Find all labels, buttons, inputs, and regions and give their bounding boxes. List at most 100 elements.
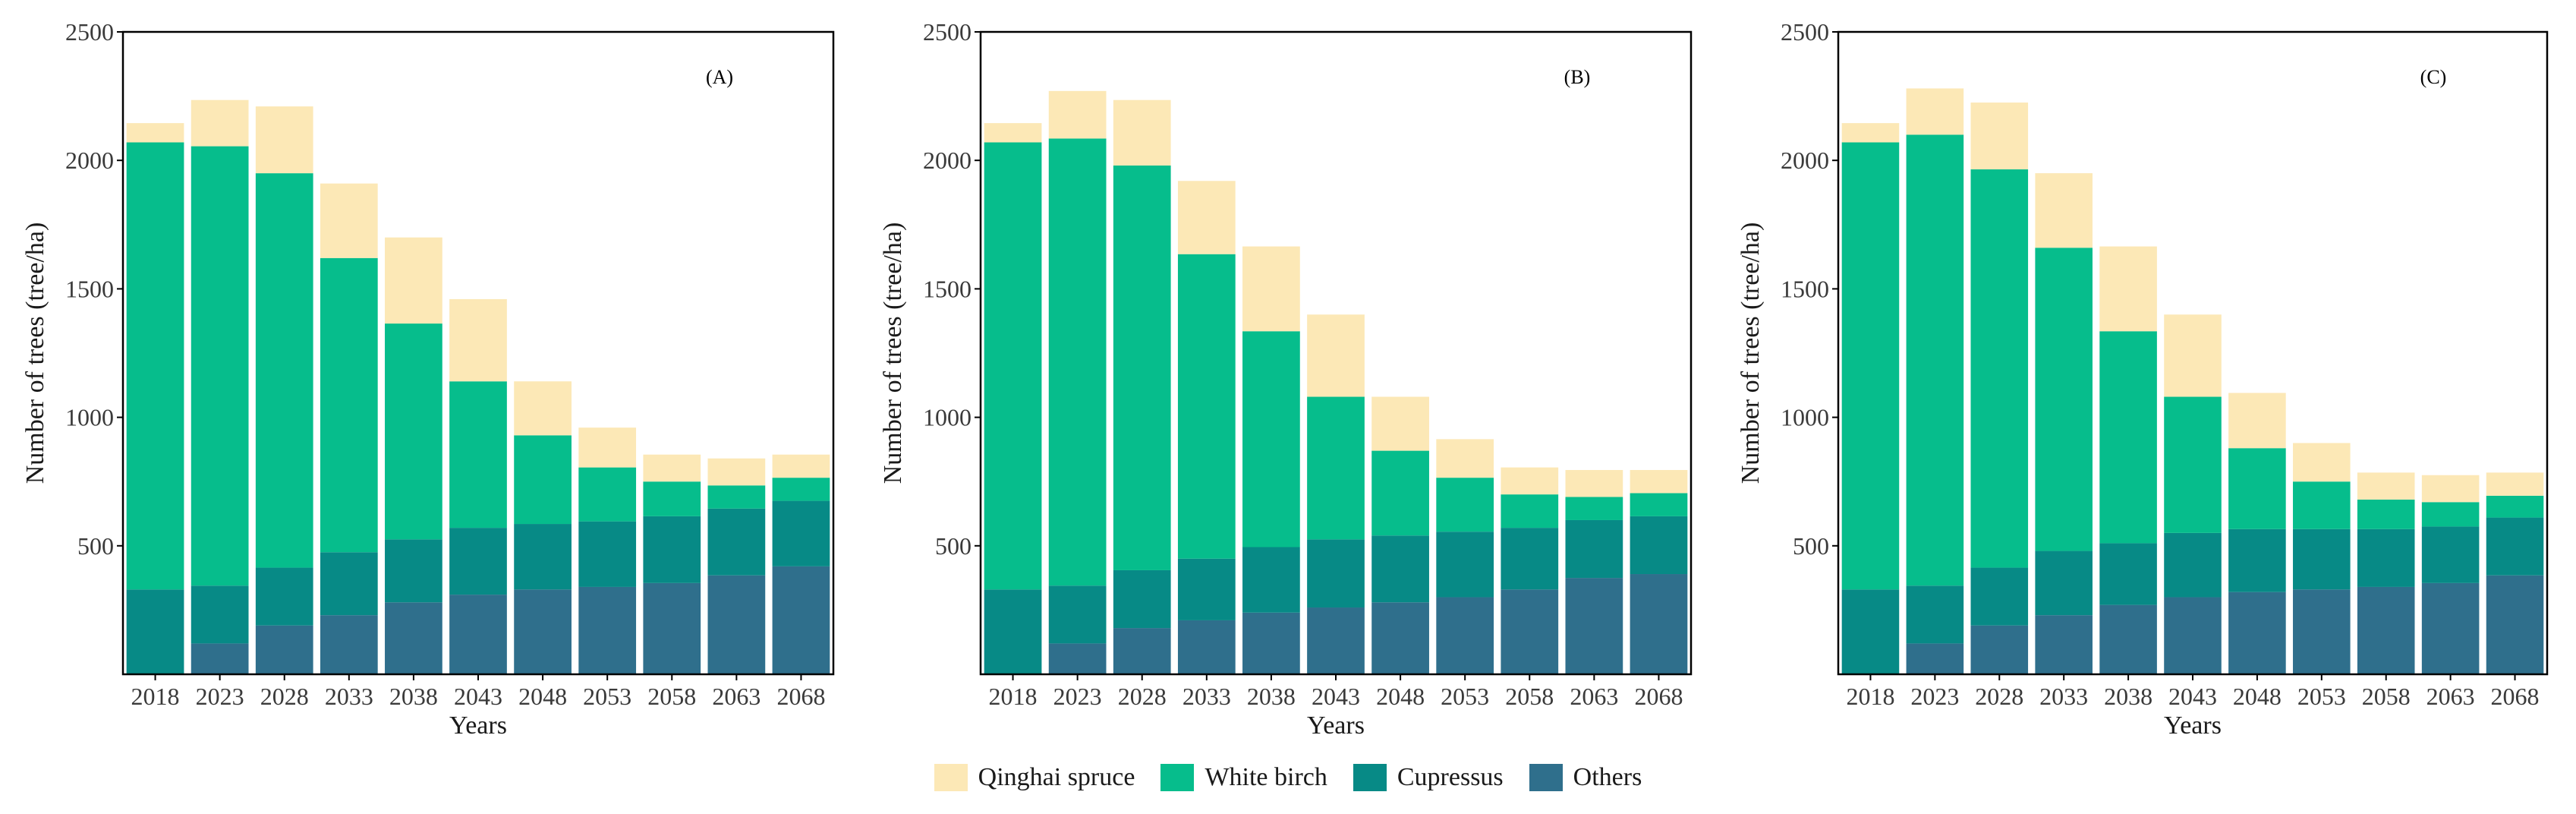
panel-c-y-axis-label: Number of trees (tree/ha): [1737, 222, 1765, 484]
panel-c-y-tick-label: 1000: [1781, 404, 1829, 431]
panel-b-y-axis-label: Number of trees (tree/ha): [879, 222, 907, 484]
panel-a-bar-white-birch-2043: [449, 381, 507, 528]
panel-c-bar-others-2068: [2486, 575, 2544, 674]
panel-a-bar-qinghai-spruce-2038: [385, 237, 442, 324]
panel-a-bar-cupressus-2068: [772, 500, 830, 566]
legend-item-cupressus: Cupressus: [1353, 763, 1504, 792]
panel-c-bar-others-2033: [2035, 615, 2093, 674]
panel-c-bar-white-birch-2063: [2421, 502, 2480, 527]
panel-c-bar-others-2058: [2357, 586, 2415, 674]
panel-a-bar-cupressus-2048: [514, 524, 572, 590]
panel-a-bar-white-birch-2028: [255, 173, 313, 568]
panel-b-bar-cupressus-2043: [1307, 539, 1365, 608]
panel-a-bar-white-birch-2038: [385, 323, 442, 540]
panel-a-y-axis-label: Number of trees (tree/ha): [21, 222, 49, 484]
panel-c-y-tick-label: 2500: [1781, 18, 1829, 46]
panel-a-x-tick-label: 2058: [647, 683, 696, 710]
panel-c-plot-frame: [1837, 30, 2549, 676]
panel-b-bar-white-birch-2028: [1113, 165, 1171, 570]
panel-b-x-tick-label: 2058: [1505, 683, 1554, 710]
panel-b-bar-cupressus-2058: [1501, 528, 1559, 590]
panel-a-bar-cupressus-2023: [191, 585, 249, 644]
panel-b-bar-cupressus-2038: [1242, 547, 1300, 613]
panel-c-x-tick-label: 2018: [1846, 683, 1894, 710]
panel-a-bar-white-birch-2023: [191, 146, 249, 586]
panel-b-bar-white-birch-2048: [1371, 450, 1429, 536]
legend: Qinghai spruce White birch Cupressus Oth…: [0, 756, 2576, 799]
legend-swatch-cupressus: [1353, 764, 1387, 791]
legend-swatch-others: [1529, 764, 1563, 791]
panel-c-y-tick-label: 1500: [1781, 275, 1829, 302]
panel-b-y-tick-label: 500: [935, 532, 972, 560]
panel-b-y-tick-label: 2500: [923, 18, 972, 46]
legend-label-cupressus: Cupressus: [1397, 763, 1504, 791]
panel-b-bar-qinghai-spruce-2023: [1048, 90, 1107, 139]
panel-c-bar-others-2048: [2228, 592, 2286, 674]
panel-a-x-tick-label: 2033: [325, 683, 373, 710]
panel-b-bar-white-birch-2053: [1436, 478, 1494, 532]
panel-c-bar-cupressus-2033: [2035, 551, 2093, 616]
panel-b-bar-white-birch-2018: [984, 142, 1042, 590]
panel-b-bar-white-birch-2063: [1565, 497, 1623, 520]
panel-a-bar-qinghai-spruce-2023: [191, 99, 249, 147]
panel-b-bar-others-2053: [1436, 597, 1494, 674]
panel-c-bar-qinghai-spruce-2068: [2486, 472, 2544, 496]
panel-b-bar-qinghai-spruce-2028: [1113, 99, 1171, 166]
panel-b-x-tick-label: 2068: [1634, 683, 1683, 710]
panel-b-bar-qinghai-spruce-2018: [984, 123, 1042, 143]
panel-c-bar-qinghai-spruce-2043: [2164, 314, 2222, 397]
panel-b-bar-qinghai-spruce-2063: [1565, 469, 1623, 497]
panel-a-bar-qinghai-spruce-2068: [772, 454, 830, 478]
panel-b-y-tick-label: 1500: [923, 275, 972, 302]
panel-c-x-tick-label: 2068: [2491, 683, 2540, 710]
panel-a-bar-others-2058: [643, 582, 701, 674]
panel-c-bar-others-2053: [2293, 589, 2351, 674]
panel-c-bar-white-birch-2058: [2357, 499, 2415, 529]
panel-b-bar-others-2038: [1242, 612, 1300, 674]
panel-a-y-tick-label: 500: [77, 532, 114, 560]
panel-b-bar-cupressus-2063: [1565, 519, 1623, 579]
panel-a-bar-others-2068: [772, 566, 830, 674]
panel-a-bar-others-2053: [578, 586, 637, 674]
panel-a-bar-qinghai-spruce-2053: [578, 428, 637, 468]
panel-c-bar-qinghai-spruce-2063: [2421, 475, 2480, 503]
panel-c-bar-others-2043: [2164, 597, 2222, 674]
panel-b-x-tick-label: 2028: [1118, 683, 1167, 710]
panel-c-x-tick-label: 2048: [2233, 683, 2282, 710]
panel-b-bar-white-birch-2023: [1048, 138, 1107, 586]
panel-c-bar-white-birch-2033: [2035, 248, 2093, 551]
legend-item-others: Others: [1529, 763, 1642, 792]
panel-b-bar-others-2033: [1177, 620, 1236, 674]
panel-c-x-tick-label: 2058: [2362, 683, 2411, 710]
panel-c-bar-qinghai-spruce-2028: [1970, 103, 2029, 170]
panel-c-x-tick-label: 2038: [2104, 683, 2152, 710]
panel-b-x-axis-label: Years: [1307, 711, 1365, 740]
panel-c: 2018 2023 2028 2033 2038 2043 2048 2053 2058 2063…: [1737, 18, 2549, 740]
panel-b-x-tick-label: 2038: [1247, 683, 1296, 710]
panel-a-y-tick-label: 1500: [65, 275, 114, 302]
panel-c-x-tick-label: 2063: [2426, 683, 2475, 710]
panel-b: 2018 2023 2028 2033 2038 2043 2048 2053 2058 2063…: [879, 18, 1693, 740]
panel-a-bar-qinghai-spruce-2018: [126, 123, 184, 143]
panel-b-bar-others-2063: [1565, 578, 1623, 674]
panel-b-y-tick-label: 2000: [923, 147, 972, 174]
panel-a-bar-white-birch-2033: [320, 257, 378, 553]
panel-b-plot-frame: [979, 30, 1693, 676]
panel-a-bar-qinghai-spruce-2058: [643, 454, 701, 482]
panel-c-bar-qinghai-spruce-2018: [1841, 123, 1900, 143]
panel-c-bar-white-birch-2038: [2099, 331, 2157, 544]
legend-swatch-white-birch: [1160, 764, 1195, 791]
panel-a-bar-qinghai-spruce-2043: [449, 298, 507, 382]
panel-b-bar-others-2068: [1630, 574, 1688, 674]
legend-swatch-qinghai-spruce: [934, 764, 968, 791]
panel-b-bar-qinghai-spruce-2053: [1436, 439, 1494, 478]
panel-c-x-tick-label: 2033: [2039, 683, 2088, 710]
panel-b-bar-cupressus-2068: [1630, 516, 1688, 575]
panel-b-bar-qinghai-spruce-2068: [1630, 469, 1688, 494]
panel-a-bar-white-birch-2048: [514, 435, 572, 525]
panel-c-bar-cupressus-2063: [2421, 526, 2480, 583]
panel-c-bar-cupressus-2053: [2293, 528, 2351, 590]
panel-c-bar-qinghai-spruce-2058: [2357, 472, 2415, 500]
panel-a-x-tick-label: 2043: [454, 683, 502, 710]
